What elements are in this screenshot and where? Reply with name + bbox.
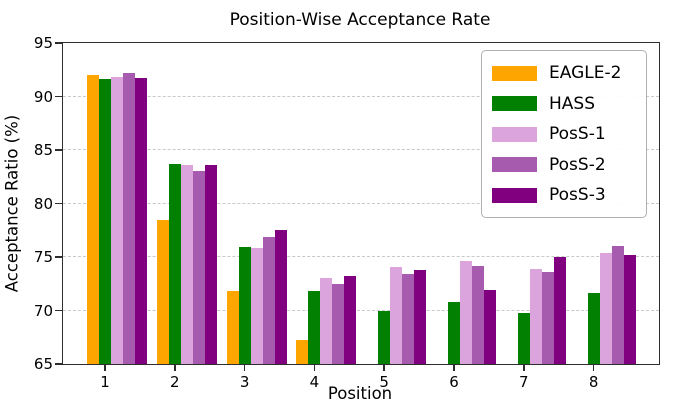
x-tick-label: 3 <box>239 373 250 391</box>
bar-poss-3-pos8 <box>623 254 636 364</box>
legend-swatch-eagle-2 <box>492 65 537 81</box>
x-tick-label: 5 <box>379 373 389 391</box>
legend-row-hass: HASS <box>492 89 636 120</box>
x-tick-label: 7 <box>519 373 529 391</box>
y-tick-mark <box>55 202 62 205</box>
y-tick-mark <box>55 95 62 98</box>
bar-poss-2-pos8 <box>611 246 624 364</box>
bar-poss-3-pos5 <box>414 269 427 364</box>
bar-poss-2-pos1 <box>123 72 135 364</box>
legend-row-poss-3: PosS-3 <box>492 180 636 211</box>
gridline <box>63 95 659 97</box>
legend-label: PosS-2 <box>549 154 606 175</box>
x-tick-mark <box>383 364 386 371</box>
bar-poss-3-pos7 <box>553 257 566 364</box>
legend-label: PosS-3 <box>549 185 606 206</box>
y-tick-label: 85 <box>33 141 53 159</box>
bar-poss-1-pos2 <box>180 164 193 364</box>
x-tick-label: 1 <box>100 373 110 391</box>
bar-eagle-2-pos1 <box>87 75 99 364</box>
bar-poss-1-pos7 <box>529 268 542 364</box>
legend-swatch-hass <box>492 96 537 112</box>
x-tick-mark <box>243 364 246 371</box>
plot-area: EAGLE-2 HASS PosS-1 PosS-2 PosS-3 65 70 75 80 85… <box>34 34 660 391</box>
y-tick-mark <box>55 309 62 312</box>
x-tick-mark <box>173 364 176 371</box>
bar-hass-pos7 <box>517 312 530 364</box>
bar-poss-2-pos5 <box>402 274 415 364</box>
y-tick-mark <box>55 42 62 44</box>
bar-eagle-2-pos3 <box>226 291 239 364</box>
legend-label: EAGLE-2 <box>549 63 622 84</box>
bar-poss-3-pos4 <box>344 276 357 364</box>
bar-hass-pos3 <box>238 247 251 364</box>
y-tick-mark <box>55 363 62 365</box>
x-tick-mark <box>453 364 455 371</box>
chart-title: Position-Wise Acceptance Rate <box>229 10 491 30</box>
bar-eagle-2-pos4 <box>296 340 309 364</box>
y-tick-label: 80 <box>33 194 53 213</box>
bar-hass-pos5 <box>378 310 391 364</box>
bar-poss-3-pos2 <box>204 164 217 364</box>
gridline <box>63 256 659 258</box>
bar-poss-3-pos3 <box>274 230 287 364</box>
bar-hass-pos6 <box>448 301 460 364</box>
legend: EAGLE-2 HASS PosS-1 PosS-2 PosS-3 <box>481 50 647 218</box>
bar-poss-1-pos5 <box>390 266 403 364</box>
bar-hass-pos1 <box>99 79 111 364</box>
bar-poss-1-pos4 <box>320 278 333 364</box>
x-tick-label: 8 <box>588 373 599 391</box>
x-tick-mark <box>104 364 106 371</box>
x-tick-label: 6 <box>449 373 459 391</box>
bar-eagle-2-pos2 <box>156 219 169 364</box>
bar-poss-1-pos1 <box>111 77 123 364</box>
y-tick-mark <box>55 256 62 258</box>
bar-poss-2-pos2 <box>192 171 205 364</box>
x-tick-label: 4 <box>309 373 320 391</box>
gridline <box>63 309 659 311</box>
x-tick-mark <box>522 364 525 371</box>
bar-poss-3-pos6 <box>484 290 496 364</box>
legend-swatch-poss-1 <box>492 126 537 142</box>
legend-row-poss-2: PosS-2 <box>492 150 636 181</box>
legend-row-eagle-2: EAGLE-2 <box>492 58 636 89</box>
y-tick-label: 65 <box>33 355 53 373</box>
bar-poss-2-pos7 <box>541 271 554 364</box>
bar-poss-1-pos8 <box>599 252 612 364</box>
bar-poss-2-pos4 <box>332 283 345 364</box>
y-tick-label: 95 <box>33 34 53 52</box>
legend-swatch-poss-2 <box>492 157 537 173</box>
bar-hass-pos2 <box>168 163 181 364</box>
bar-poss-1-pos6 <box>460 261 472 364</box>
y-tick-mark <box>55 149 62 151</box>
bar-poss-1-pos3 <box>250 248 263 364</box>
legend-label: PosS-1 <box>549 124 606 145</box>
bar-hass-pos4 <box>308 291 321 364</box>
x-tick-mark <box>313 364 316 371</box>
bar-poss-2-pos3 <box>262 236 275 364</box>
legend-row-poss-1: PosS-1 <box>492 119 636 150</box>
x-axis-label: Position <box>327 384 393 403</box>
x-tick-mark <box>592 364 595 371</box>
y-tick-label: 90 <box>33 87 53 106</box>
gridline <box>63 202 659 204</box>
gridline <box>63 149 659 151</box>
y-tick-label: 75 <box>33 248 53 266</box>
bar-poss-2-pos6 <box>472 265 484 364</box>
y-tick-label: 70 <box>33 301 53 320</box>
bar-hass-pos8 <box>587 293 600 364</box>
x-tick-label: 2 <box>170 373 180 391</box>
legend-swatch-poss-3 <box>492 187 537 203</box>
legend-label: HASS <box>549 93 595 114</box>
bar-poss-3-pos1 <box>135 78 147 364</box>
